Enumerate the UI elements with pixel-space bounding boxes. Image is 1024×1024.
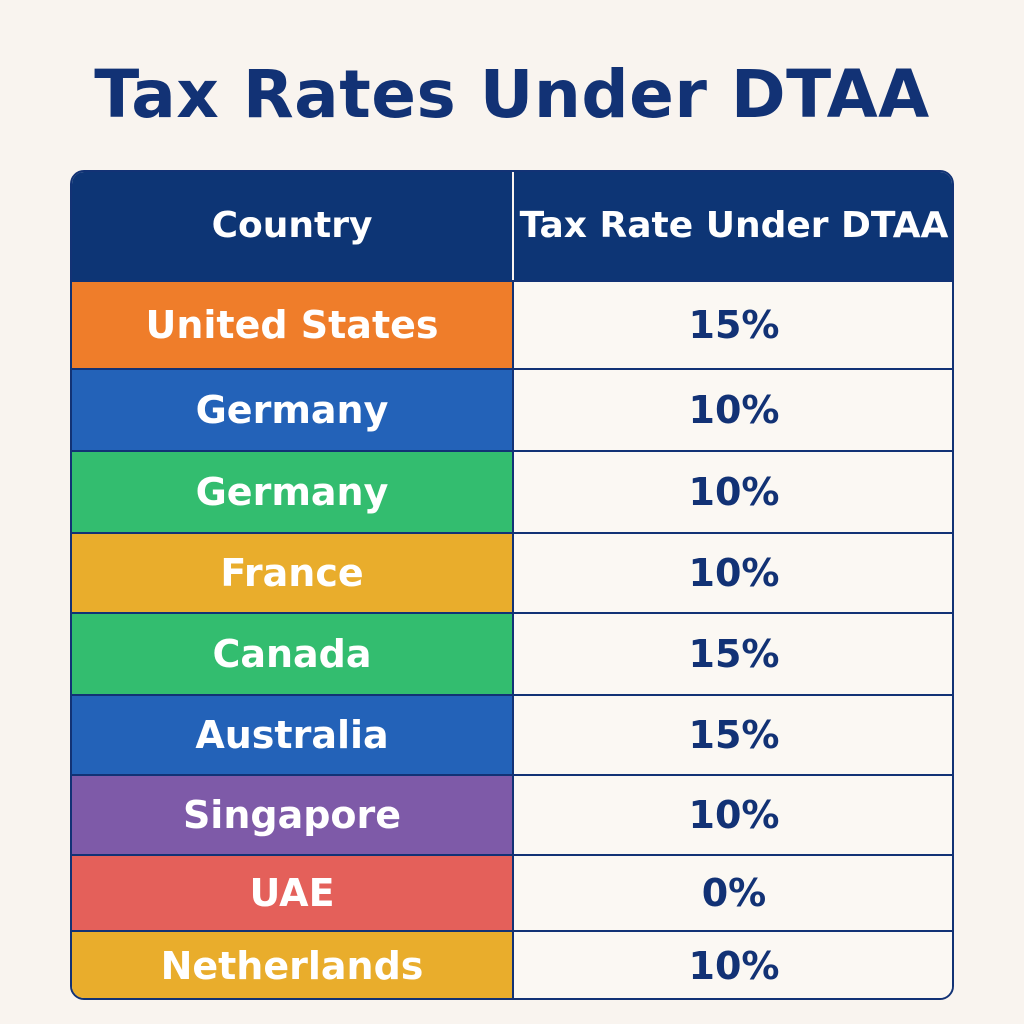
table-row: Germany 10%	[72, 368, 952, 450]
table-row: France 10%	[72, 532, 952, 612]
country-cell: Singapore	[72, 776, 512, 854]
country-cell: Germany	[72, 370, 512, 450]
country-cell: France	[72, 534, 512, 612]
tax-rate-cell: 15%	[512, 614, 952, 694]
tax-rate-column-header: Tax Rate Under DTAA	[519, 205, 949, 246]
table-row: Canada 15%	[72, 612, 952, 694]
tax-rate-cell: 10%	[512, 534, 952, 612]
country-cell: Netherlands	[72, 932, 512, 998]
tax-rate-table: Country Tax Rate Under DTAA United State…	[70, 170, 954, 1000]
country-column-header: Country	[211, 205, 373, 246]
tax-rate-cell: 0%	[512, 856, 952, 930]
tax-rate-cell: 10%	[512, 370, 952, 450]
country-cell: Canada	[72, 614, 512, 694]
table-header: Country Tax Rate Under DTAA	[72, 172, 952, 280]
country-cell: Australia	[72, 696, 512, 774]
tax-rate-cell: 10%	[512, 452, 952, 532]
table-row: UAE 0%	[72, 854, 952, 930]
table-row: Australia 15%	[72, 694, 952, 774]
tax-rate-cell: 10%	[512, 776, 952, 854]
tax-rate-cell: 15%	[512, 696, 952, 774]
table-row: Netherlands 10%	[72, 930, 952, 998]
table-row: Singapore 10%	[72, 774, 952, 854]
country-cell: Germany	[72, 452, 512, 532]
header-divider	[512, 172, 514, 280]
country-cell: United States	[72, 282, 512, 368]
tax-rate-cell: 15%	[512, 282, 952, 368]
table-row: Germany 10%	[72, 450, 952, 532]
page-title: Tax Rates Under DTAA	[94, 56, 930, 133]
tax-rate-cell: 10%	[512, 932, 952, 998]
country-cell: UAE	[72, 856, 512, 930]
table-row: United States 15%	[72, 280, 952, 368]
